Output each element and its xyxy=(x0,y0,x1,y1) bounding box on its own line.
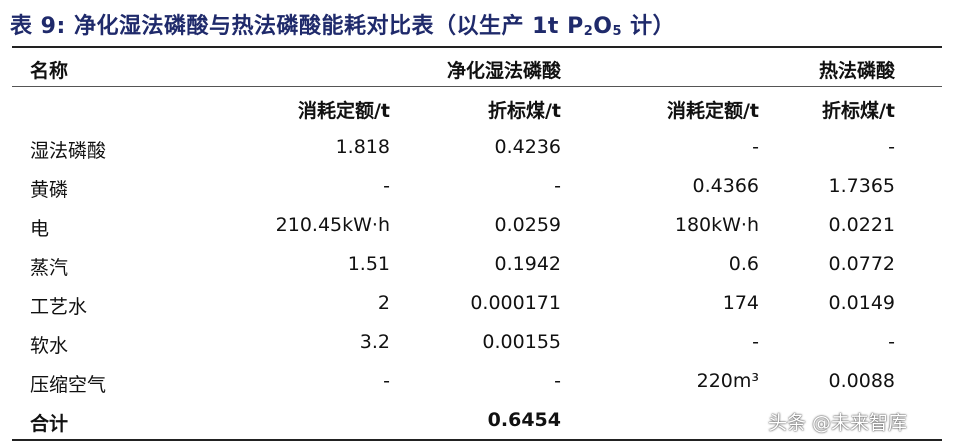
name-header: 名称 xyxy=(30,60,69,82)
cell-value: 0.00155 xyxy=(482,331,561,353)
title-main: 净化湿法磷酸与热法磷酸能耗对比表（以生产 1t P xyxy=(73,14,584,39)
watermark: 头条 @未来智库 xyxy=(768,412,908,434)
cell-value: 1.7365 xyxy=(828,175,895,197)
total-value: 0.6454 xyxy=(487,409,561,431)
cell-value: 0.0221 xyxy=(828,214,895,236)
cell-value: 1.818 xyxy=(335,136,390,158)
cell-value: 0.0259 xyxy=(494,214,561,236)
row-label: 湿法磷酸 xyxy=(30,140,107,162)
cell-value: 0.1942 xyxy=(494,253,561,275)
title-sub-2: 2 xyxy=(583,24,594,39)
cell-value: 1.51 xyxy=(347,253,390,275)
row-label: 压缩空气 xyxy=(30,374,107,396)
subheader-thermal-coal: 折标煤/t xyxy=(821,100,895,122)
cell-value: 210.45kW·h xyxy=(275,214,390,236)
cell-value: - xyxy=(752,136,759,158)
title-o: O xyxy=(593,14,613,39)
cell-value: - xyxy=(383,175,390,197)
group-header-thermal: 热法磷酸 xyxy=(818,60,895,82)
header-rule xyxy=(12,86,942,87)
row-label: 电 xyxy=(30,218,50,240)
cell-value: - xyxy=(554,175,561,197)
title-bar: 表 9: 净化湿法磷酸与热法磷酸能耗对比表（以生产 1t P2O5 计） xyxy=(0,0,955,46)
cell-value: 220m³ xyxy=(696,370,759,392)
bottom-rule xyxy=(12,439,942,441)
total-label: 合计 xyxy=(30,413,69,435)
cell-value: 3.2 xyxy=(359,331,390,353)
table-title: 表 9: 净化湿法磷酸与热法磷酸能耗对比表（以生产 1t P2O5 计） xyxy=(10,8,675,40)
cell-value: 0.0149 xyxy=(828,292,895,314)
cell-value: 0.4236 xyxy=(494,136,561,158)
cell-value: - xyxy=(752,331,759,353)
top-rule xyxy=(12,46,942,48)
row-label: 黄磷 xyxy=(30,179,69,201)
cell-value: 2 xyxy=(377,292,390,314)
cell-value: - xyxy=(383,370,390,392)
cell-value: - xyxy=(554,370,561,392)
cell-value: 0.4366 xyxy=(692,175,759,197)
subheader-thermal-consumption: 消耗定额/t xyxy=(666,100,759,122)
row-label: 蒸汽 xyxy=(30,257,69,279)
row-label: 软水 xyxy=(30,335,69,357)
title-sub-5: 5 xyxy=(612,24,623,39)
title-suffix: 计） xyxy=(622,14,676,39)
cell-value: - xyxy=(888,136,895,158)
cell-value: 180kW·h xyxy=(674,214,759,236)
subheader-wet-consumption: 消耗定额/t xyxy=(297,100,390,122)
cell-value: - xyxy=(888,331,895,353)
cell-value: 0.6 xyxy=(728,253,759,275)
cell-value: 0.000171 xyxy=(470,292,561,314)
title-prefix: 表 9: xyxy=(10,14,66,39)
cell-value: 0.0088 xyxy=(828,370,895,392)
group-header-wet: 净化湿法磷酸 xyxy=(446,60,561,82)
subheader-wet-coal: 折标煤/t xyxy=(487,100,561,122)
cell-value: 0.0772 xyxy=(828,253,895,275)
cell-value: 174 xyxy=(722,292,759,314)
row-label: 工艺水 xyxy=(30,296,88,318)
